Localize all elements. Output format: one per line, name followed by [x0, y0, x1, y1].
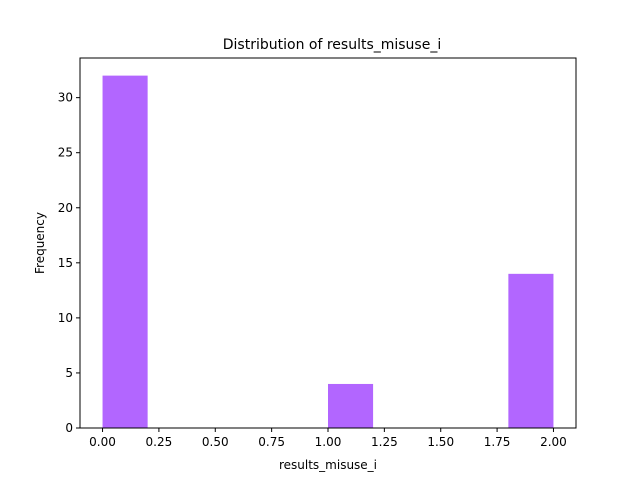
plot-frame: [79, 57, 577, 429]
y-tick-label: 20: [58, 201, 73, 215]
x-tick-label: 2.00: [540, 435, 567, 449]
x-tick-label: 1.25: [371, 435, 398, 449]
x-tick-label: 0.00: [89, 435, 116, 449]
x-tick-label: 0.50: [202, 435, 229, 449]
x-tick-label: 1.75: [484, 435, 511, 449]
y-tick-label: 25: [58, 146, 73, 160]
x-tick-label: 0.25: [146, 435, 173, 449]
x-tick-label: 1.00: [315, 435, 342, 449]
y-tick-label: 0: [65, 421, 73, 435]
x-axis-label: results_misuse_i: [279, 458, 377, 472]
y-tick-label: 10: [58, 311, 73, 325]
y-tick-label: 5: [65, 366, 73, 380]
y-tick-label: 15: [58, 256, 73, 270]
x-axis: 0.00 0.25 0.50 0.75 1.00 1.25 1.50 1.75 2.00: [89, 428, 567, 449]
y-tick-label: 30: [58, 91, 73, 105]
x-tick-label: 1.50: [427, 435, 454, 449]
bars-layer: [102, 75, 554, 428]
y-axis-label: Frequency: [33, 212, 47, 274]
histogram-bar-0: [102, 75, 148, 428]
chart-title: Distribution of results_misuse_i: [223, 37, 441, 53]
x-tick-label: 0.75: [258, 435, 285, 449]
histogram-bar-9: [508, 273, 554, 428]
histogram-bar-5: [328, 383, 374, 428]
y-axis: 0 5 10 15 20 25 30: [58, 91, 80, 435]
